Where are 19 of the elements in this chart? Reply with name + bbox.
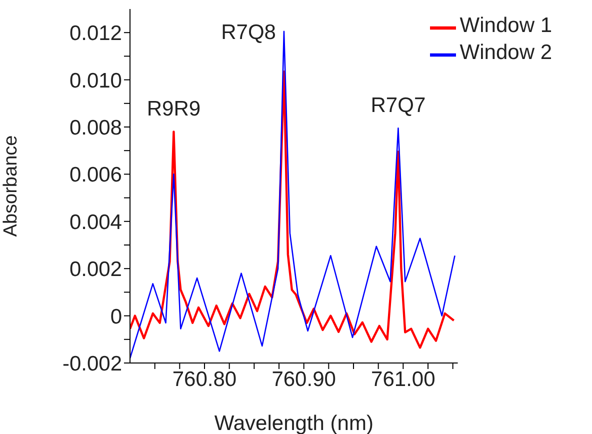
y-tick-label: 0.012 <box>69 22 122 46</box>
x-tick-label: 761.00 <box>371 368 436 391</box>
x-tick-label: 760.80 <box>172 368 237 391</box>
y-axis-title: Absorbance <box>0 135 22 237</box>
y-tick-label: 0.008 <box>69 116 122 140</box>
legend-label: Window 1 <box>460 14 552 37</box>
line-series <box>130 70 455 349</box>
y-tick-label: 0.004 <box>69 210 122 234</box>
y-tick-label: 0.010 <box>69 69 122 92</box>
annotation: R7Q7 <box>370 94 426 118</box>
y-tick-label: 0 <box>110 305 122 328</box>
y-tick-label: 0.002 <box>69 258 122 282</box>
annotation: R7Q8 <box>221 20 276 44</box>
x-tick-label: 760.90 <box>272 368 336 391</box>
x-axis-title: Wavelength (nm) <box>214 412 374 434</box>
y-tick-label: -0.002 <box>62 352 122 376</box>
legend-label: Window 2 <box>460 40 552 64</box>
y-tick-label: 0.006 <box>69 164 122 187</box>
annotation: R9R9 <box>146 98 201 121</box>
